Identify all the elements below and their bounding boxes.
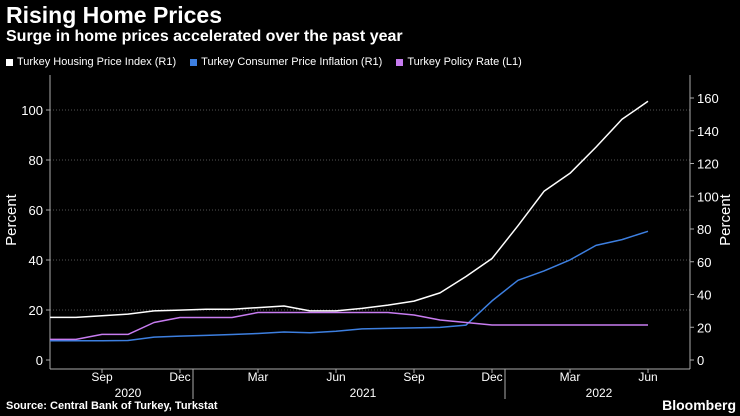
legend: Turkey Housing Price Index (R1) Turkey C…	[6, 56, 522, 68]
legend-swatch-policy	[396, 58, 404, 66]
x-tick-label: Jun	[638, 370, 657, 384]
legend-item-cpi: Turkey Consumer Price Inflation (R1)	[190, 56, 382, 68]
left-tick-label: 100	[21, 103, 43, 118]
bloomberg-logo: Bloomberg	[662, 397, 736, 413]
left-tick-label: 40	[29, 253, 43, 268]
left-tick-label: 60	[29, 203, 43, 218]
series-line-1	[50, 230, 649, 342]
legend-label-cpi: Turkey Consumer Price Inflation (R1)	[201, 56, 383, 68]
legend-label-housing: Turkey Housing Price Index (R1)	[17, 56, 177, 68]
right-tick-label: 100	[697, 189, 719, 204]
right-tick-label: 120	[697, 157, 719, 172]
legend-label-policy: Turkey Policy Rate (L1)	[407, 56, 522, 68]
right-tick-label: 80	[697, 222, 711, 237]
right-tick-label: 0	[697, 353, 704, 368]
right-axis-title: Percent	[717, 193, 734, 246]
left-tick-label: 20	[29, 303, 43, 318]
right-tick-label: 20	[697, 320, 711, 335]
x-tick-label: Jun	[326, 370, 345, 384]
legend-item-policy: Turkey Policy Rate (L1)	[396, 56, 522, 68]
series-line-0	[50, 100, 649, 319]
year-label: 2022	[586, 386, 613, 400]
left-tick-label: 80	[29, 153, 43, 168]
source-note: Source: Central Bank of Turkey, Turkstat	[6, 400, 218, 412]
right-tick-label: 40	[697, 288, 711, 303]
left-tick-label: 0	[36, 353, 43, 368]
left-axis-title: Percent	[3, 193, 20, 246]
x-tick-label: Dec	[169, 370, 190, 384]
x-tick-label: Sep	[403, 370, 425, 384]
legend-swatch-cpi	[190, 58, 198, 66]
chart-title: Rising Home Prices	[6, 2, 223, 28]
right-tick-label: 160	[697, 91, 719, 106]
series-line-2	[50, 311, 648, 341]
x-tick-label: Mar	[560, 370, 581, 384]
year-label: 2021	[350, 386, 377, 400]
chart-subtitle: Surge in home prices accelerated over th…	[6, 28, 403, 45]
x-tick-label: Dec	[481, 370, 502, 384]
legend-item-housing: Turkey Housing Price Index (R1)	[6, 56, 176, 68]
legend-swatch-housing	[6, 58, 13, 66]
year-label: 2020	[115, 386, 142, 400]
right-tick-label: 60	[697, 255, 711, 270]
x-tick-label: Mar	[248, 370, 269, 384]
x-tick-label: Sep	[91, 370, 113, 384]
right-tick-label: 140	[697, 124, 719, 139]
